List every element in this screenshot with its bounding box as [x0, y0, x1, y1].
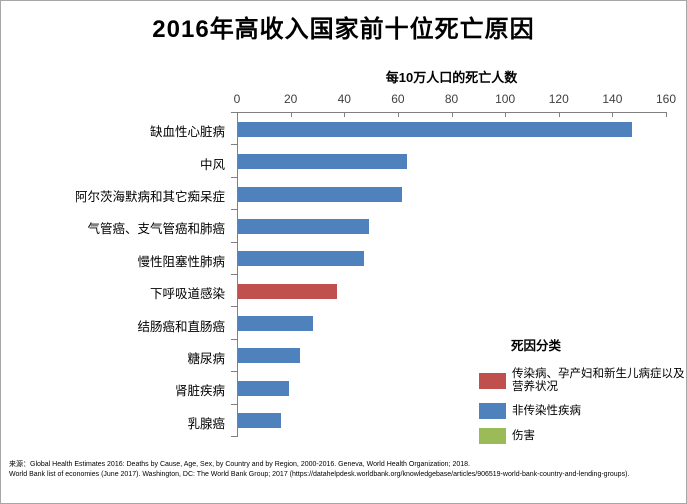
x-tick-label: 120 [548, 92, 569, 106]
x-tick-label: 140 [602, 92, 623, 106]
legend-label-injury: 伤害 [512, 429, 535, 442]
bar-8 [238, 348, 300, 363]
bar-4 [238, 219, 369, 234]
legend-label-ncd: 非传染性疾病 [512, 404, 581, 417]
x-tick-mark [290, 113, 292, 117]
source-line-1: 来源：Global Health Estimates 2016: Deaths … [9, 460, 680, 470]
x-axis-title: 每10万人口的死亡人数 [385, 70, 518, 85]
bar-6 [238, 284, 337, 299]
x-tick-label: 0 [233, 92, 241, 106]
y-tick-mark [231, 144, 237, 145]
bar-5 [238, 251, 364, 266]
chart-title: 2016年高收入国家前十位死亡原因 [152, 16, 535, 43]
bar-1 [238, 122, 632, 137]
bar-10 [238, 413, 281, 428]
y-tick-mark [231, 209, 237, 210]
category-label: 糖尿病 [187, 352, 225, 366]
legend-item-ncd: 非传染性疾病 [479, 403, 685, 419]
y-tick-mark [231, 112, 237, 113]
source-text-1: Global Health Estimates 2016: Deaths by … [30, 461, 470, 468]
y-tick-mark [231, 242, 237, 243]
y-tick-mark [231, 404, 237, 405]
category-label: 结肠癌和直肠癌 [137, 320, 225, 334]
legend: 死因分类 传染病、孕产妇和新生儿病症以及营养状况非传染性疾病 伤害 [479, 335, 685, 453]
x-tick-mark [397, 113, 399, 117]
x-tick-mark [344, 113, 346, 117]
x-tick-label: 160 [655, 92, 677, 106]
x-tick-label: 100 [495, 92, 516, 106]
y-tick-mark [231, 306, 237, 307]
category-label: 阿尔茨海默病和其它痴呆症 [74, 190, 225, 204]
category-label: 乳腺癌 [187, 417, 225, 431]
category-label: 肾脏疾病 [174, 384, 225, 398]
legend-item-cmnn: 传染病、孕产妇和新生儿病症以及营养状况 [479, 368, 685, 394]
x-tick-mark [666, 113, 667, 117]
category-label: 中风 [199, 158, 225, 172]
legend-swatch-ncd [479, 403, 506, 419]
legend-swatch-injury [479, 428, 506, 444]
source-footer: 来源：Global Health Estimates 2016: Deaths … [9, 460, 680, 480]
source-line-2: World Bank list of economies (June 2017)… [9, 471, 630, 478]
legend-label-cmnn: 传染病、孕产妇和新生儿病症以及营养状况 [512, 368, 685, 393]
bar-3 [238, 187, 402, 202]
legend-title: 死因分类 [511, 339, 562, 353]
x-tick-mark [612, 113, 614, 117]
x-tick-label: 20 [283, 92, 298, 106]
x-tick-mark [558, 113, 560, 117]
category-label: 慢性阻塞性肺病 [137, 255, 225, 269]
x-tick-label: 40 [337, 92, 351, 106]
bar-2 [238, 154, 407, 169]
y-tick-mark [231, 436, 237, 437]
y-tick-mark [231, 371, 237, 372]
bar-9 [238, 381, 289, 396]
x-axis-line [237, 112, 667, 113]
source-label: 来源： [9, 461, 30, 468]
bar-7 [238, 316, 313, 331]
x-tick-mark [505, 113, 507, 117]
y-axis-line [237, 112, 238, 437]
x-tick-mark [451, 113, 453, 117]
category-label: 气管癌、支气管癌和肺癌 [87, 222, 225, 236]
category-label: 缺血性心脏病 [149, 125, 225, 139]
y-tick-mark [231, 339, 237, 340]
category-label: 下呼吸道感染 [149, 287, 225, 301]
legend-swatch-cmnn [479, 373, 506, 389]
x-tick-label: 80 [444, 92, 459, 106]
legend-item-injury: 伤害 [479, 428, 685, 444]
legend-items: 传染病、孕产妇和新生儿病症以及营养状况非传染性疾病 伤害 [479, 368, 685, 444]
x-tick-label: 60 [391, 92, 405, 106]
y-tick-mark [231, 177, 237, 178]
y-tick-mark [231, 274, 237, 275]
